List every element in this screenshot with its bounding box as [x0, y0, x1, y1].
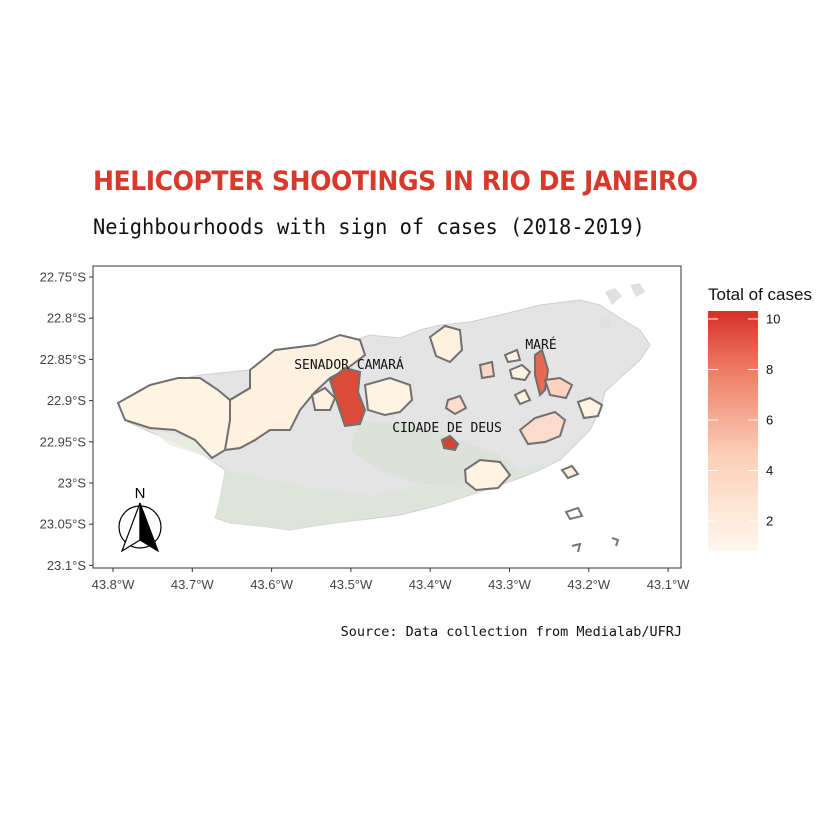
south-area-1: [463, 458, 512, 492]
mare-area: [534, 348, 550, 397]
x-tick-label: 43.4°W: [409, 577, 453, 592]
chart-subtitle: Neighbourhoods with sign of cases (2018-…: [93, 215, 645, 239]
neighbourhoods-with-cases: [116, 324, 604, 492]
legend-title: Total of cases: [708, 285, 812, 304]
y-tick-label: 22.85°S: [40, 352, 87, 367]
west-zone-area-2: [223, 333, 367, 452]
north-area-5: [543, 376, 574, 400]
chart-title: HELICOPTER SHOOTINGS IN RIO DE JANEIRO: [93, 166, 698, 197]
x-tick-label: 43.5°W: [330, 577, 374, 592]
legend-colorbar: [708, 311, 758, 551]
north-area-2: [478, 360, 496, 380]
y-tick-label: 23°S: [58, 476, 87, 491]
x-tick-label: 43.8°W: [92, 577, 136, 592]
niteroi-area: [576, 396, 604, 420]
x-tick-label: 43.6°W: [250, 577, 294, 592]
legend-ticks: 2 4 6 8 10: [708, 312, 780, 529]
north-area-3: [508, 363, 532, 382]
legend-tick-label: 2: [766, 514, 773, 529]
y-tick-label: 22.75°S: [40, 270, 87, 285]
chart-caption: Source: Data collection from Medialab/UF…: [340, 624, 682, 640]
x-tick-label: 43.7°W: [171, 577, 215, 592]
north-area-6: [444, 394, 468, 416]
neighbour-area-b: [363, 376, 414, 417]
x-tick-label: 43.3°W: [488, 577, 532, 592]
senador-camara-area: [328, 366, 367, 428]
north-arrow-label: N: [135, 485, 146, 502]
y-tick-label: 23.1°S: [47, 558, 87, 573]
y-axis: 22.75°S 22.8°S 22.85°S 22.9°S 22.95°S 23°S 23.…: [40, 270, 93, 573]
north-area-7: [513, 388, 532, 406]
x-axis: 43.8°W 43.7°W 43.6°W 43.5°W 43.4°W 43.3°W 43.2…: [92, 568, 691, 592]
north-area-4: [503, 348, 522, 364]
label-cidade-de-deus: CIDADE DE DEUS: [392, 421, 502, 436]
x-tick-label: 43.1°W: [647, 577, 691, 592]
y-tick-label: 22.9°S: [47, 393, 87, 408]
legend-tick-label: 4: [766, 463, 773, 478]
legend-tick-label: 10: [766, 312, 780, 327]
cidade-de-deus-area: [440, 434, 460, 452]
neighbour-area-a: [310, 386, 337, 411]
x-tick-label: 43.2°W: [567, 577, 611, 592]
label-mare: MARÉ: [525, 337, 556, 353]
north-area-8: [518, 410, 567, 446]
y-tick-label: 22.8°S: [47, 311, 87, 326]
legend-tick-label: 8: [766, 362, 773, 377]
label-senador-camara: SENADOR CAMARÁ: [294, 357, 404, 373]
y-tick-label: 22.95°S: [40, 434, 87, 449]
y-tick-label: 23.05°S: [40, 517, 87, 532]
north-area-1: [428, 324, 464, 364]
south-area-2: [560, 464, 580, 480]
islands: [564, 506, 620, 553]
north-arrow: N: [118, 485, 162, 553]
legend-tick-label: 6: [766, 413, 773, 428]
